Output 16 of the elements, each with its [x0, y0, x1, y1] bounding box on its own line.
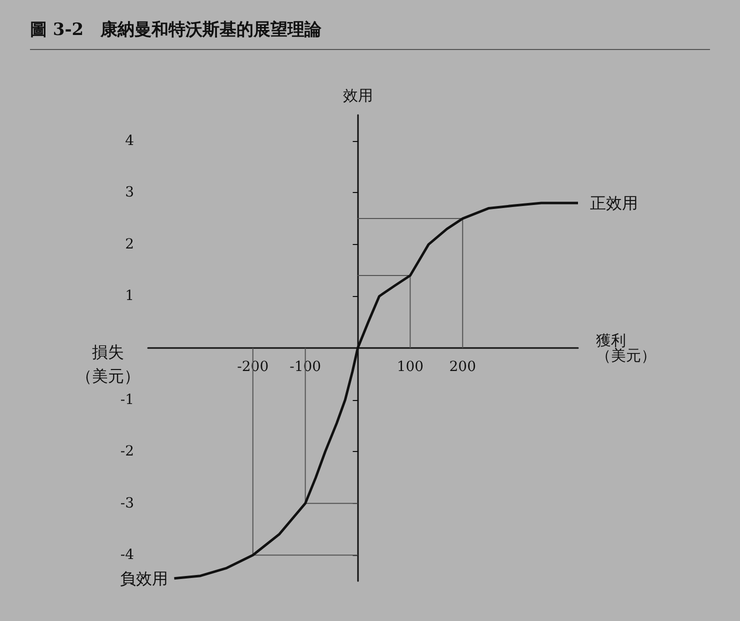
y-tick-label: 1: [125, 288, 134, 304]
annotation: 負效用: [120, 568, 168, 588]
y-tick-label: 2: [125, 236, 134, 252]
y-tick-label: -2: [120, 444, 134, 460]
y-tick-label: 4: [125, 132, 134, 149]
y-tick-label: -1: [120, 392, 134, 408]
y-tick-label: -4: [120, 547, 134, 564]
x-tick-label: 200: [449, 359, 476, 375]
y-tick-label: -3: [120, 495, 134, 512]
text: 損失（美元）: [76, 342, 140, 386]
annotation: 正效用: [590, 194, 638, 213]
x-tick-label: 100: [396, 359, 424, 375]
chart-title: 圖 3-2 康納曼和特沃斯基的展望理論: [30, 18, 710, 50]
x-axis-title: 獲利（美元）: [596, 332, 656, 364]
y-tick-label: 3: [125, 184, 134, 201]
y-axis-title: 效用: [342, 86, 373, 104]
